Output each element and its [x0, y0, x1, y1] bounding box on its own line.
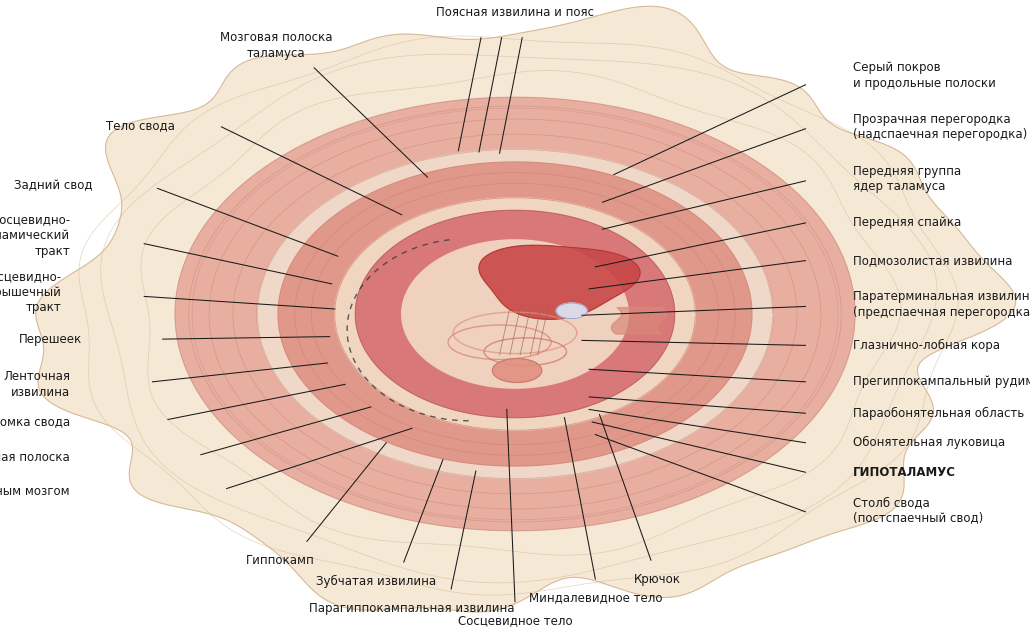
Text: Тело свода: Тело свода [106, 119, 175, 132]
Text: Парагиппокампальная извилина: Парагиппокампальная извилина [309, 602, 515, 615]
Text: Сосцевидно-
таламический
тракт: Сосцевидно- таламический тракт [0, 214, 70, 257]
Text: Задний свод: Задний свод [14, 179, 93, 192]
Text: Миндалевидное тело: Миндалевидное тело [528, 592, 662, 605]
Text: Прегиппокампальный рудимент: Прегиппокампальный рудимент [853, 376, 1030, 388]
Text: ГИПОТАЛАМУС: ГИПОТАЛАМУС [853, 466, 956, 479]
Text: Гиппокамп: Гиппокамп [246, 554, 314, 567]
Text: Столб свода
(постспаечный свод): Столб свода (постспаечный свод) [853, 495, 983, 524]
Text: Параобонятельная область: Параобонятельная область [853, 407, 1024, 420]
Polygon shape [175, 97, 855, 531]
Polygon shape [258, 149, 772, 479]
Polygon shape [36, 6, 1016, 612]
Text: Паратерминальная извилина
(предспаечная перегородка): Паратерминальная извилина (предспаечная … [853, 290, 1030, 319]
Ellipse shape [492, 359, 542, 382]
Text: Мозговая полоска
таламуса: Мозговая полоска таламуса [219, 31, 333, 60]
Text: Передняя группа
ядер таламуса: Передняя группа ядер таламуса [853, 165, 961, 193]
Text: Перешеек: Перешеек [20, 333, 82, 345]
Polygon shape [355, 210, 675, 418]
Polygon shape [479, 246, 640, 319]
Text: Зубчатая извилина: Зубчатая извилина [316, 575, 436, 588]
Text: Передняя спайка: Передняя спайка [853, 217, 961, 229]
Polygon shape [278, 162, 752, 466]
Text: Ленточная
извилина: Ленточная извилина [3, 370, 70, 399]
Polygon shape [335, 198, 695, 430]
Text: Крючок: Крючок [633, 573, 681, 586]
Text: Серый покров
и продольные полоски: Серый покров и продольные полоски [853, 61, 996, 90]
Ellipse shape [556, 303, 587, 319]
Text: Бахромка свода: Бахромка свода [0, 416, 70, 428]
Text: Глазнично-лобная кора: Глазнично-лобная кора [853, 339, 1000, 352]
Polygon shape [402, 240, 628, 388]
Text: Обонятельная луковица: Обонятельная луковица [853, 436, 1005, 449]
Text: Подмозолистая извилина: Подмозолистая извилина [853, 254, 1012, 267]
Text: Прозрачная перегородка
(надспаечная перегородка): Прозрачная перегородка (надспаечная пере… [853, 112, 1027, 141]
Text: Терминальная полоска: Терминальная полоска [0, 451, 70, 463]
Text: Сосцевидно-
покрышечный
тракт: Сосцевидно- покрышечный тракт [0, 270, 62, 314]
Text: Поясная извилина и пояс: Поясная извилина и пояс [436, 6, 594, 19]
Text: Связи со спинным мозгом: Связи со спинным мозгом [0, 485, 70, 497]
Text: Сосцевидное тело: Сосцевидное тело [457, 614, 573, 627]
